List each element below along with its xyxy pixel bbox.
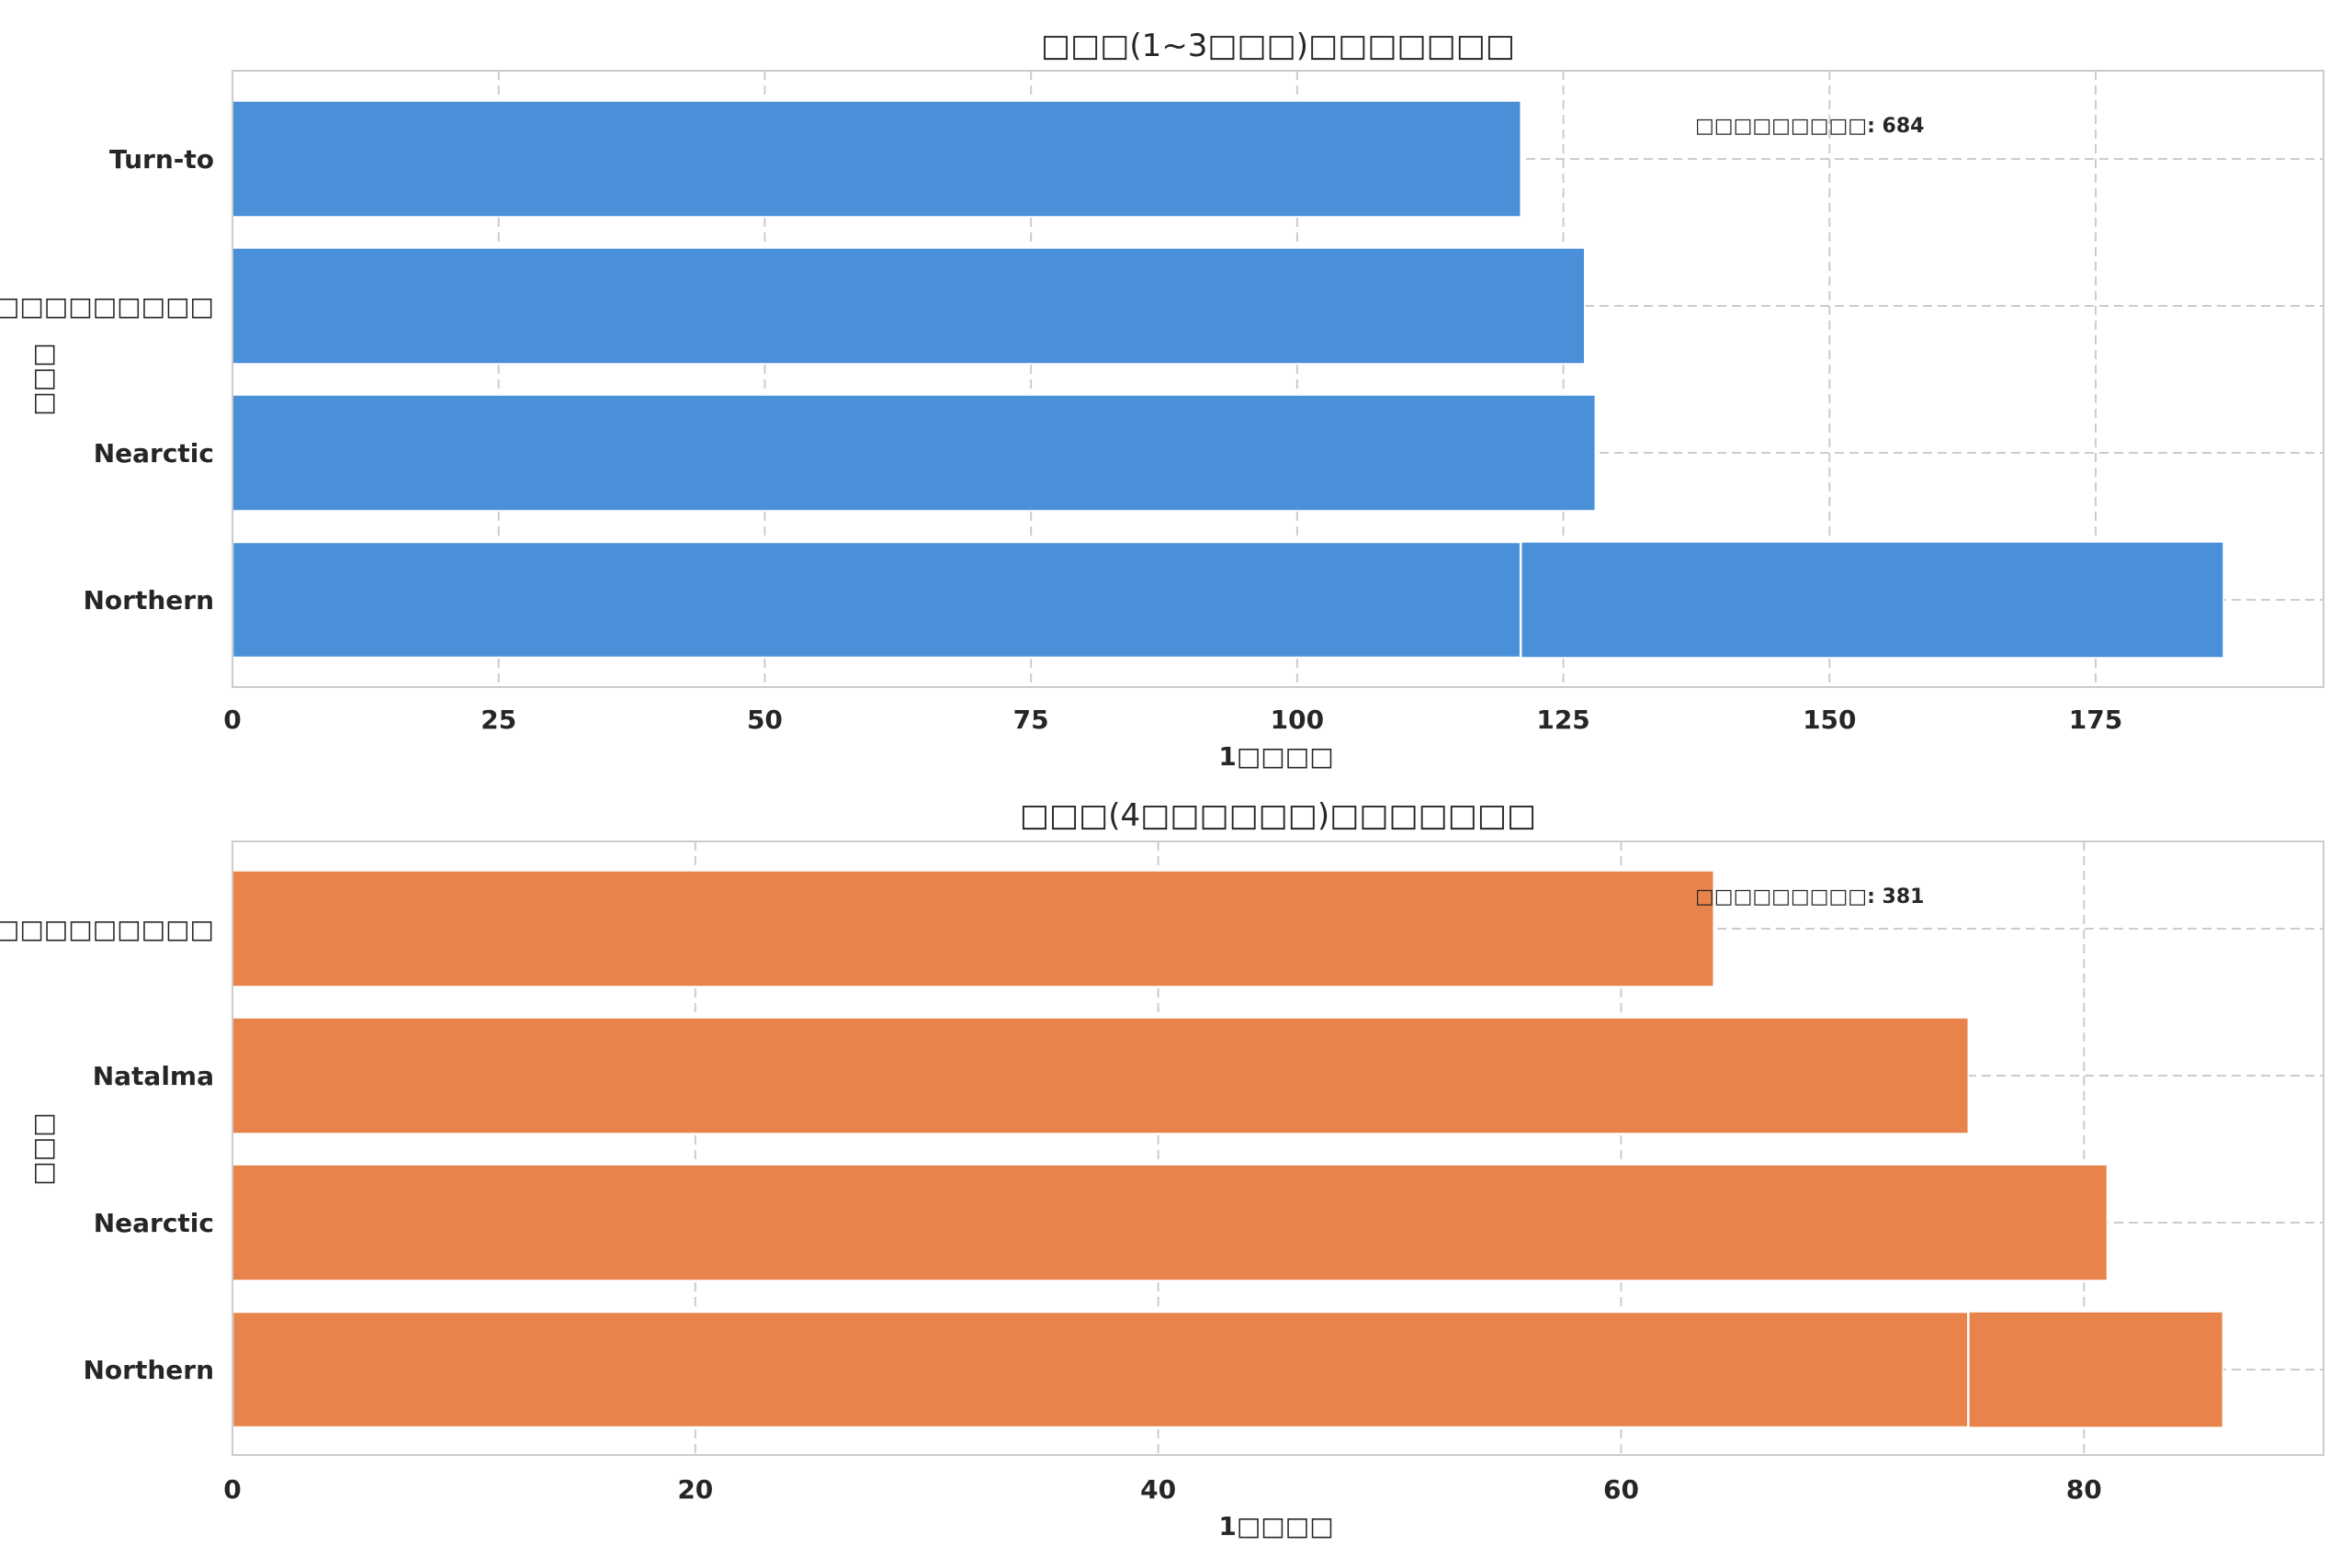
x-tick-label: 0 bbox=[223, 1474, 241, 1505]
y-tick-label: □□□□□□□□□ bbox=[0, 914, 214, 944]
bar-natalma bbox=[232, 1017, 1970, 1134]
bar-overlay-segment bbox=[231, 540, 1522, 660]
y-tick-label: Nearctic bbox=[94, 1208, 214, 1238]
x-tick-label: 75 bbox=[1013, 705, 1049, 735]
x-tick-label: 0 bbox=[223, 705, 241, 735]
x-axis-label: 1□□□□ bbox=[1218, 741, 1333, 772]
y-tick-label: □□□□□□□□□ bbox=[0, 291, 214, 321]
axes-frame bbox=[232, 840, 2324, 1456]
chart-title: □□□(1~3□□□)□□□□□□□ bbox=[1041, 28, 1515, 64]
x-tick-label: 175 bbox=[2069, 705, 2122, 735]
bar- bbox=[232, 247, 1586, 365]
y-axis-label: □□□ bbox=[28, 343, 58, 415]
y-tick-label: Natalma bbox=[93, 1061, 214, 1091]
bar-nearctic bbox=[232, 1164, 2109, 1281]
x-tick-label: 150 bbox=[1803, 705, 1856, 735]
x-tick-label: 20 bbox=[677, 1474, 713, 1505]
x-axis-label: 1□□□□ bbox=[1218, 1511, 1333, 1541]
bar- bbox=[232, 870, 1714, 987]
bar-turn-to bbox=[232, 100, 1521, 218]
y-tick-label: Northern bbox=[83, 1355, 214, 1385]
y-axis-label: □□□ bbox=[28, 1112, 58, 1185]
x-tick-label: 125 bbox=[1536, 705, 1589, 735]
subplot-1: 0 25 50 75 100 125 150 175 Turn-to □□□□□□□□□ Nearc… bbox=[0, 28, 2324, 772]
bar-overlay-segment bbox=[231, 1310, 1970, 1429]
axes-frame bbox=[232, 70, 2324, 688]
y-tick-label: Northern bbox=[83, 585, 214, 615]
total-annotation: □□□□□□□□□: 684 bbox=[1695, 115, 1924, 138]
subplot-2: 0 20 40 60 80 □□□□□□□□□ Natalma Nearctic Norther… bbox=[0, 797, 2324, 1541]
x-tick-label: 50 bbox=[747, 705, 783, 735]
x-tick-label: 100 bbox=[1271, 705, 1324, 735]
x-tick-label: 80 bbox=[2066, 1474, 2102, 1505]
x-tick-label: 60 bbox=[1603, 1474, 1639, 1505]
total-annotation: □□□□□□□□□: 381 bbox=[1695, 886, 1924, 908]
x-tick-label: 25 bbox=[481, 705, 516, 735]
bar-nearctic bbox=[232, 394, 1597, 512]
x-tick-label: 40 bbox=[1140, 1474, 1176, 1505]
chart-title: □□□(4□□□□□□)□□□□□□□ bbox=[1020, 797, 1536, 834]
y-tick-label: Nearctic bbox=[94, 438, 214, 468]
y-tick-label: Turn-to bbox=[109, 144, 214, 175]
